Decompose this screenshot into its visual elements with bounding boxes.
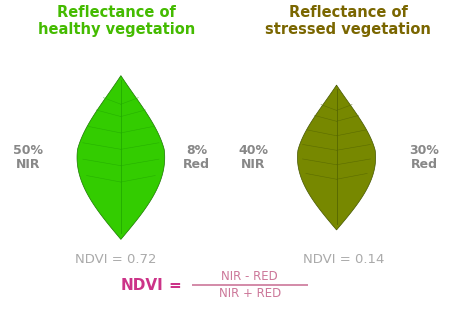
Text: NDVI = 0.72: NDVI = 0.72: [75, 253, 157, 266]
Text: =: =: [168, 278, 181, 293]
Text: NDVI = 0.14: NDVI = 0.14: [303, 253, 384, 266]
Polygon shape: [77, 76, 164, 239]
Text: 50%: 50%: [13, 145, 44, 158]
Text: Reflectance of
healthy vegetation: Reflectance of healthy vegetation: [37, 5, 195, 37]
Text: 8%: 8%: [186, 145, 207, 158]
Text: NIR + RED: NIR + RED: [219, 287, 281, 300]
Text: NDVI: NDVI: [121, 278, 164, 293]
Text: 30%: 30%: [409, 145, 439, 158]
Text: NIR - RED: NIR - RED: [221, 271, 278, 284]
Text: Red: Red: [411, 158, 438, 170]
Text: Reflectance of
stressed vegetation: Reflectance of stressed vegetation: [265, 5, 431, 37]
Text: Red: Red: [183, 158, 210, 170]
Text: NIR: NIR: [16, 158, 41, 170]
Text: 40%: 40%: [238, 145, 269, 158]
Polygon shape: [298, 85, 375, 230]
Text: NIR: NIR: [241, 158, 266, 170]
